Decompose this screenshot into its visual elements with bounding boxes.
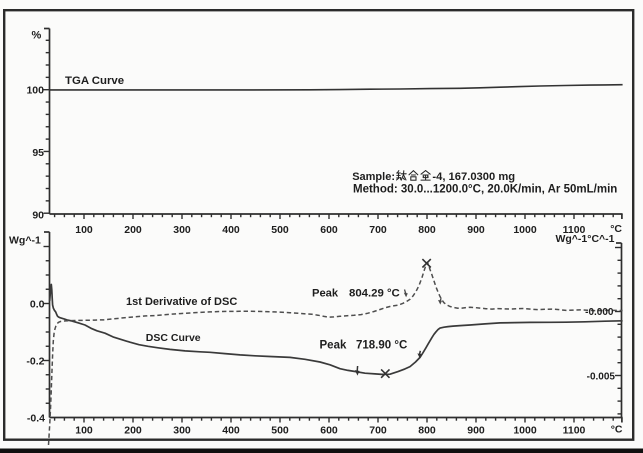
svg-text:1100: 1100 <box>563 424 586 436</box>
svg-text:400: 400 <box>222 224 240 236</box>
svg-text:Sample:: Sample: <box>352 171 395 183</box>
svg-text:Peak: Peak <box>320 339 347 351</box>
svg-text:100: 100 <box>75 224 93 236</box>
svg-text:804.29 °C: 804.29 °C <box>349 287 400 299</box>
svg-text:-0.4: -0.4 <box>27 412 45 424</box>
svg-text:-4, 167.0300 mg: -4, 167.0300 mg <box>432 171 515 183</box>
svg-text:°C: °C <box>610 223 622 235</box>
svg-text:Wg^-1: Wg^-1 <box>9 235 41 247</box>
svg-text:1000: 1000 <box>513 224 537 236</box>
svg-text:DSC Curve: DSC Curve <box>146 332 201 344</box>
svg-text:200: 200 <box>124 424 142 436</box>
svg-text:°C: °C <box>611 423 623 435</box>
svg-text:300: 300 <box>173 224 191 236</box>
svg-text:800: 800 <box>418 424 436 436</box>
svg-text:800: 800 <box>418 224 436 236</box>
svg-text:600: 600 <box>320 424 338 436</box>
svg-text:Method: 30.0...1200.0°C, 20.0K: Method: 30.0...1200.0°C, 20.0K/min, Ar 5… <box>353 184 617 196</box>
svg-text:600: 600 <box>320 224 338 236</box>
svg-text:TGA Curve: TGA Curve <box>65 75 124 87</box>
svg-text:500: 500 <box>271 424 289 436</box>
svg-text:1000: 1000 <box>513 424 537 436</box>
svg-text:-0.000: -0.000 <box>585 307 614 318</box>
svg-text:95: 95 <box>32 147 44 159</box>
svg-text:900: 900 <box>467 424 485 436</box>
svg-text:718.90 °C: 718.90 °C <box>356 339 407 351</box>
svg-text:200: 200 <box>124 224 142 236</box>
svg-text:-0.005: -0.005 <box>587 371 616 382</box>
svg-text:400: 400 <box>222 424 240 436</box>
svg-text:%: % <box>32 30 42 42</box>
svg-text:-0.2: -0.2 <box>26 355 44 367</box>
svg-text:500: 500 <box>271 224 289 236</box>
svg-text:1st Derivative of DSC: 1st Derivative of DSC <box>126 296 237 308</box>
svg-text:0.0: 0.0 <box>30 298 45 310</box>
svg-text:700: 700 <box>369 424 387 436</box>
svg-text:100: 100 <box>26 85 44 97</box>
svg-text:300: 300 <box>173 424 191 436</box>
svg-text:900: 900 <box>467 224 485 236</box>
svg-text:100: 100 <box>75 424 93 436</box>
svg-text:Peak: Peak <box>312 287 339 299</box>
svg-text:1100: 1100 <box>563 224 586 236</box>
svg-text:90: 90 <box>32 210 44 222</box>
svg-text:700: 700 <box>369 224 387 236</box>
svg-text:Wg^-1°C^-1: Wg^-1°C^-1 <box>555 233 614 245</box>
